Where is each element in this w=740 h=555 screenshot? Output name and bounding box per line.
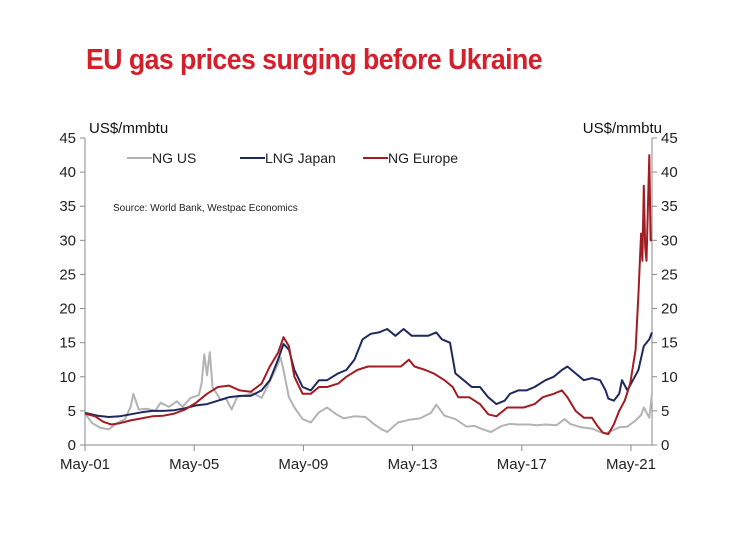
series-lines (84, 154, 653, 436)
y-tick-label-left: 10 (59, 369, 76, 386)
x-tick-label: May-05 (169, 456, 219, 473)
y-axis-left-label: US$/mmbtu (89, 120, 168, 137)
y-tick-label-left: 0 (68, 437, 76, 454)
legend-label-ng-europe: NG Europe (388, 150, 458, 166)
x-axis-ticks: May-01 May-05 May-09 May-13 May-17 May-21 (60, 445, 656, 473)
y-tick-label-left: 35 (59, 198, 76, 215)
y-tick-label-right: 10 (661, 369, 678, 386)
y-tick-label-right: 0 (661, 437, 669, 454)
y-tick-label-right: 30 (661, 232, 678, 249)
series-line-ng-europe (84, 154, 652, 436)
legend-label-ng-us: NG US (152, 150, 196, 166)
x-tick-label: May-13 (388, 456, 438, 473)
y-tick-label-left: 40 (59, 164, 76, 181)
y-tick-label-left: 30 (59, 232, 76, 249)
y-tick-label-left: 45 (59, 130, 76, 147)
y-tick-label-left: 15 (59, 335, 76, 352)
legend: NG US LNG Japan NG Europe (127, 150, 458, 166)
y-tick-label-right: 40 (661, 164, 678, 181)
y-tick-label-right: 35 (661, 198, 678, 215)
series-line-ng-us (84, 351, 653, 435)
y-tick-label-right: 45 (661, 130, 678, 147)
y-tick-label-right: 15 (661, 335, 678, 352)
series-line-lng-japan (84, 328, 653, 418)
chart-axes (84, 138, 653, 446)
x-tick-label: May-17 (497, 456, 547, 473)
y-tick-label-right: 25 (661, 266, 678, 283)
y-tick-label-left: 5 (68, 403, 76, 420)
x-tick-label: May-21 (606, 456, 656, 473)
y-tick-label-right: 5 (661, 403, 669, 420)
y-axis-right-ticks: 0 5 10 15 20 25 30 35 40 45 (652, 130, 678, 454)
y-tick-label-right: 20 (661, 301, 678, 318)
y-axis-left-ticks: 0 5 10 15 20 25 30 35 40 45 (59, 130, 85, 454)
x-tick-label: May-01 (60, 456, 110, 473)
y-tick-label-left: 20 (59, 301, 76, 318)
y-tick-label-left: 25 (59, 266, 76, 283)
legend-label-lng-japan: LNG Japan (265, 150, 336, 166)
page-title: EU gas prices surging before Ukraine (86, 44, 543, 76)
source-note: Source: World Bank, Westpac Economics (113, 203, 298, 214)
x-tick-label: May-09 (278, 456, 328, 473)
y-axis-right-label: US$/mmbtu (583, 120, 662, 137)
